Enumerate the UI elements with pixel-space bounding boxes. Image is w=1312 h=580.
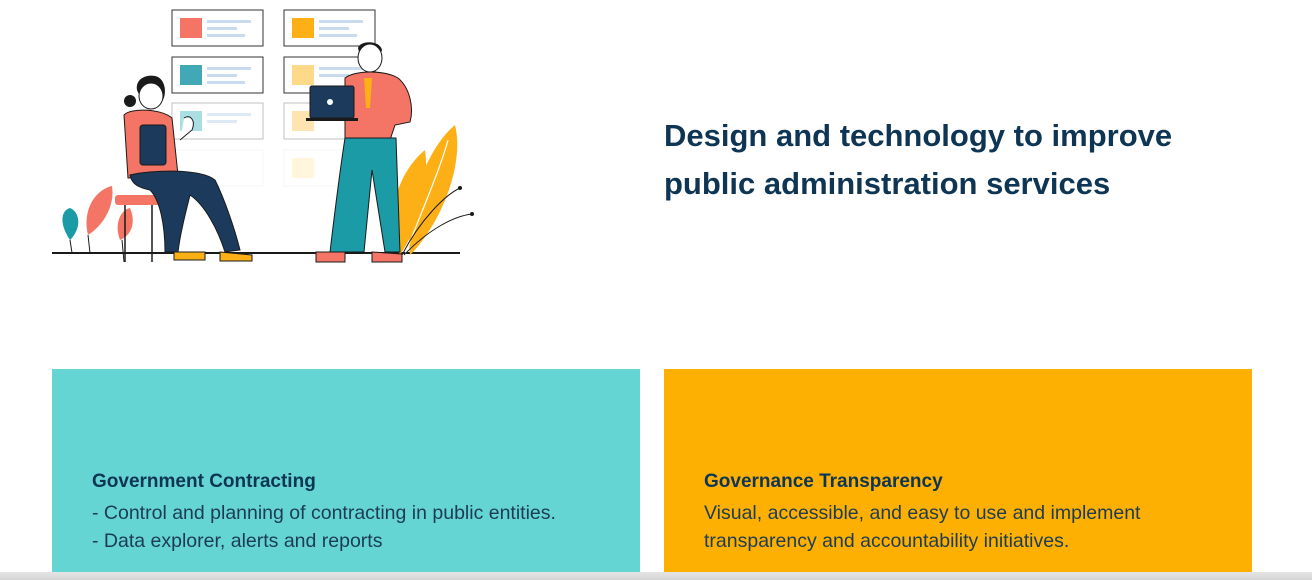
page-headline: Design and technology to improve public … (664, 112, 1264, 208)
card-description-line: transparency and accountability initiati… (704, 530, 1070, 552)
laptop-icon (306, 85, 358, 121)
headline-line-1: Design and technology to improve (664, 118, 1173, 153)
card-governance-transparency[interactable]: Governance Transparency Visual, accessib… (664, 369, 1252, 580)
card-description-line: Visual, accessible, and easy to use and … (704, 502, 1141, 524)
card-title: Governance Transparency (704, 471, 943, 492)
hero-illustration (52, 9, 474, 263)
standing-man (315, 42, 412, 263)
card-description-line: - Data explorer, alerts and reports (92, 530, 383, 552)
window-bottom-edge (0, 572, 1312, 580)
plant-left (62, 186, 133, 263)
card-description-line: - Control and planning of contracting in… (92, 502, 556, 524)
board-cards-left (171, 9, 264, 187)
seated-woman (123, 75, 253, 262)
card-government-contracting[interactable]: Government Contracting - Control and pla… (52, 369, 640, 580)
headline-line-2: public administration services (664, 166, 1111, 201)
card-title: Government Contracting (92, 471, 316, 492)
plant-right (393, 125, 474, 256)
